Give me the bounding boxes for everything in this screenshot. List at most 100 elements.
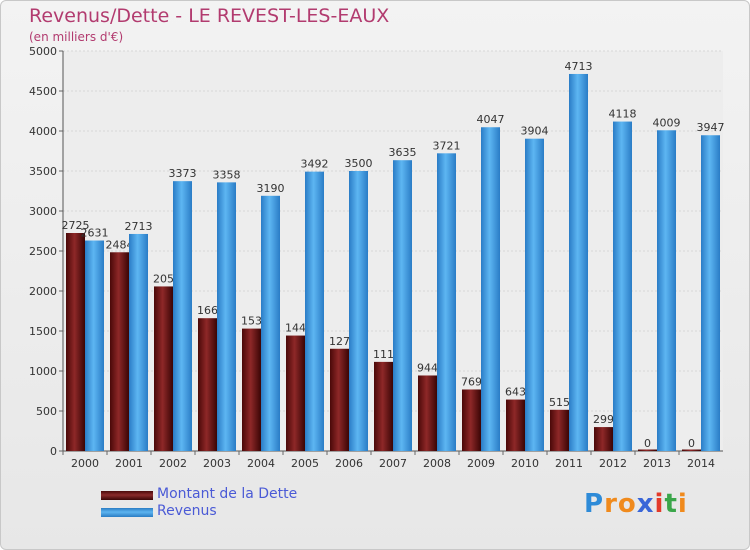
y-tick-label: 0 xyxy=(50,445,57,458)
y-tick-label: 4000 xyxy=(29,125,57,138)
bar-label-dette: 111 xyxy=(373,348,394,361)
x-tick-label: 2000 xyxy=(71,457,99,470)
x-tick-label: 2010 xyxy=(511,457,539,470)
bar-label-revenus: 3635 xyxy=(389,146,417,159)
x-tick-label: 2009 xyxy=(467,457,495,470)
bar-label-revenus: 3947 xyxy=(697,121,725,134)
bar-revenus xyxy=(129,233,148,451)
x-tick-label: 2001 xyxy=(115,457,143,470)
y-tick-label: 2500 xyxy=(29,245,57,258)
logo-letter: i xyxy=(677,489,688,519)
bar-label-revenus: 2631 xyxy=(81,227,109,240)
x-tick-label: 2005 xyxy=(291,457,319,470)
bar-dette xyxy=(374,361,393,451)
bar-dette xyxy=(66,233,85,451)
bar-revenus xyxy=(613,121,632,451)
bar-revenus xyxy=(657,130,676,451)
bar-revenus xyxy=(85,240,104,451)
bar-label-dette: 299 xyxy=(593,413,614,426)
bar-label-revenus: 2713 xyxy=(125,220,153,233)
x-tick-label: 2008 xyxy=(423,457,451,470)
bar-label-dette: 205 xyxy=(153,272,174,285)
bar-dette xyxy=(682,449,701,451)
chart-title: Revenus/Dette - LE REVEST-LES-EAUX xyxy=(29,5,390,27)
x-tick-label: 2004 xyxy=(247,457,275,470)
bar-dette xyxy=(110,252,129,451)
y-tick-label: 4500 xyxy=(29,85,57,98)
chart-subtitle: (en milliers d'€) xyxy=(29,30,124,44)
x-tick-label: 2002 xyxy=(159,457,187,470)
bar-label-revenus: 3721 xyxy=(433,139,461,152)
x-tick-label: 2011 xyxy=(555,457,583,470)
x-tick-label: 2006 xyxy=(335,457,363,470)
legend-label-dette: Montant de la Dette xyxy=(157,486,298,502)
bar-label-revenus: 3500 xyxy=(345,157,373,170)
bar-dette xyxy=(154,286,173,451)
logo-letter: P xyxy=(584,489,605,519)
bar-dette xyxy=(286,335,305,451)
bar-label-dette: 0 xyxy=(644,437,651,450)
bar-label-revenus: 3190 xyxy=(257,182,285,195)
bar-dette xyxy=(550,409,569,451)
bar-dette xyxy=(418,375,437,451)
y-tick-label: 3500 xyxy=(29,165,57,178)
bar-label-dette: 144 xyxy=(285,322,306,335)
bar-label-dette: 515 xyxy=(549,396,570,409)
bar-dette xyxy=(198,318,217,451)
y-tick-label: 1500 xyxy=(29,325,57,338)
x-tick-label: 2007 xyxy=(379,457,407,470)
bar-label-dette: 643 xyxy=(505,386,526,399)
y-tick-label: 1000 xyxy=(29,365,57,378)
bar-label-dette: 166 xyxy=(197,304,218,317)
bar-revenus xyxy=(569,73,588,452)
bar-label-revenus: 3373 xyxy=(169,167,197,180)
bar-label-dette: 769 xyxy=(461,375,482,388)
legend-swatch-dette xyxy=(101,491,153,500)
bar-revenus xyxy=(261,195,280,451)
logo-letter: r xyxy=(604,489,618,519)
y-tick-label: 2000 xyxy=(29,285,57,298)
x-tick-label: 2013 xyxy=(643,457,671,470)
bar-revenus xyxy=(437,153,456,451)
bar-label-revenus: 4009 xyxy=(653,116,681,129)
bar-revenus xyxy=(173,181,192,451)
logo-letter: o xyxy=(617,489,637,519)
logo-letter: t xyxy=(664,489,678,519)
bar-label-revenus: 4713 xyxy=(565,60,593,73)
logo-letter: i xyxy=(654,489,665,519)
legend-label-revenus: Revenus xyxy=(157,503,217,519)
bar-label-revenus: 4118 xyxy=(609,108,637,121)
bar-revenus xyxy=(349,171,368,451)
bar-dette xyxy=(330,348,349,451)
bar-revenus xyxy=(393,160,412,451)
x-tick-label: 2012 xyxy=(599,457,627,470)
bar-label-dette: 2484 xyxy=(106,238,134,251)
bar-label-dette: 0 xyxy=(688,437,695,450)
bar-label-revenus: 4047 xyxy=(477,113,505,126)
bar-dette xyxy=(506,399,525,451)
x-tick-label: 2014 xyxy=(687,457,715,470)
legend-swatch-revenus xyxy=(101,508,153,517)
bar-label-revenus: 3492 xyxy=(301,158,329,171)
bar-label-revenus: 3904 xyxy=(521,125,549,138)
bar-dette xyxy=(242,328,261,451)
bar-label-dette: 2725 xyxy=(62,219,90,232)
bar-dette xyxy=(638,449,657,451)
x-tick-label: 2003 xyxy=(203,457,231,470)
bar-label-dette: 944 xyxy=(417,361,438,374)
proxiti-logo: Proxiti xyxy=(584,489,688,519)
bar-label-dette: 153 xyxy=(241,315,262,328)
bar-label-dette: 127 xyxy=(329,335,350,348)
bar-revenus xyxy=(305,171,324,451)
bar-revenus xyxy=(525,138,544,451)
bar-dette xyxy=(594,427,613,451)
bar-dette xyxy=(462,389,481,451)
bar-revenus xyxy=(701,135,720,452)
bar-label-revenus: 3358 xyxy=(213,168,241,181)
y-tick-label: 3000 xyxy=(29,205,57,218)
logo-letter: x xyxy=(636,489,655,519)
bar-revenus xyxy=(217,182,236,452)
y-tick-label: 5000 xyxy=(29,45,57,58)
